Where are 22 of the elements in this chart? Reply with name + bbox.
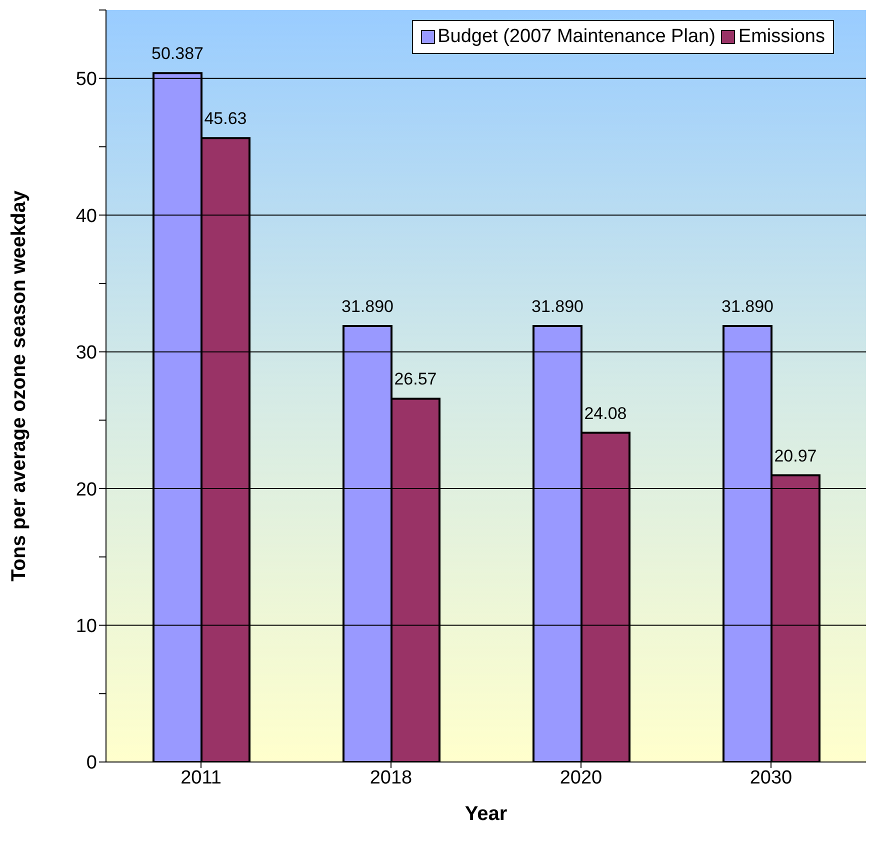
y-axis-title: Tons per average ozone season weekday [8, 190, 30, 582]
x-tick-label: 2020 [560, 767, 602, 788]
y-tick-label: 40 [76, 206, 97, 227]
y-tick-label: 10 [76, 616, 97, 638]
x-tick-label: 2011 [180, 767, 222, 788]
data-label: 20.97 [774, 446, 817, 466]
x-tick-label: 2018 [370, 767, 412, 788]
data-label: 31.890 [532, 296, 584, 316]
legend-label: Budget (2007 Maintenance Plan) [438, 25, 716, 49]
x-axis-title: Year [464, 803, 508, 825]
y-tick-label: 20 [76, 479, 97, 500]
y-tick-label: 30 [76, 342, 97, 364]
data-label: 24.08 [584, 404, 627, 423]
legend-label: Emissions [738, 25, 825, 49]
y-tick-label: 0 [86, 752, 97, 774]
data-label: 31.890 [342, 296, 394, 316]
x-tick-label: 2030 [750, 767, 792, 788]
y-tick-label: 50 [76, 69, 97, 90]
data-label: 45.63 [204, 109, 247, 128]
data-label: 26.57 [394, 370, 437, 389]
data-label: 31.890 [722, 296, 774, 316]
data-label: 50.387 [152, 44, 204, 64]
